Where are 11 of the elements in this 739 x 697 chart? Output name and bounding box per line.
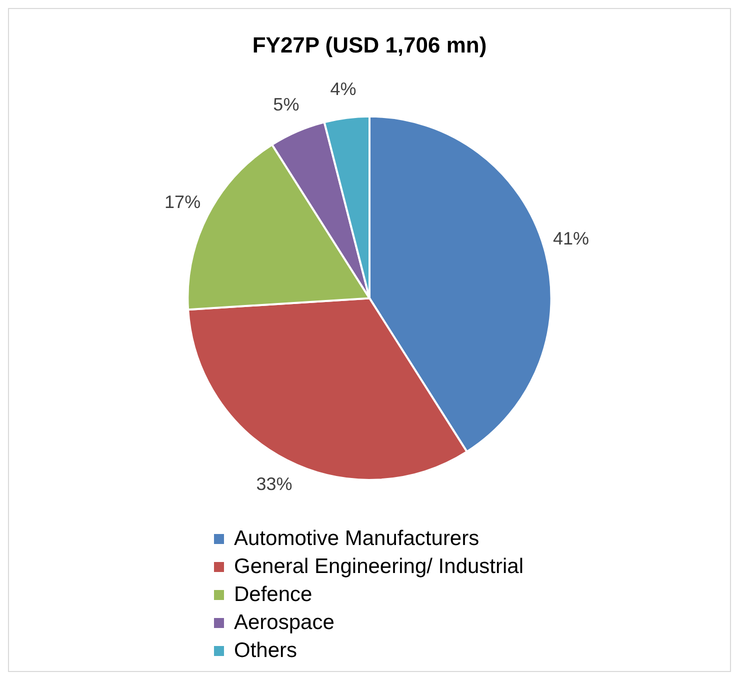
data-label: 5% [273, 94, 300, 115]
legend-label: Defence [234, 583, 312, 607]
data-label: 33% [256, 474, 292, 494]
legend-label: General Engineering/ Industrial [234, 555, 524, 579]
data-label: 17% [164, 192, 201, 212]
data-label: 4% [330, 79, 356, 100]
legend-label: Others [234, 639, 298, 663]
legend-label: Automotive Manufacturers [234, 527, 480, 551]
chart-title: FY27P (USD 1,706 mn) [252, 32, 487, 58]
data-label: 41% [552, 228, 589, 249]
legend-label: Aerospace [234, 611, 334, 635]
